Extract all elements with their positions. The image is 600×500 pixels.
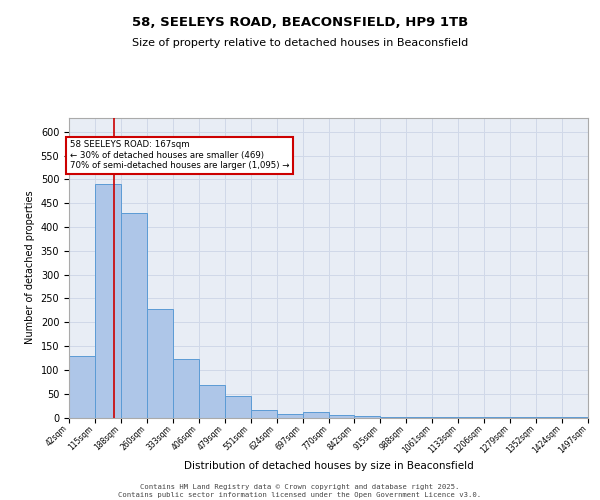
Bar	[199, 385, 225, 418]
Bar	[173, 359, 199, 418]
Bar	[302, 412, 329, 418]
Bar	[329, 415, 355, 418]
Bar	[355, 416, 380, 418]
Bar	[147, 309, 173, 418]
Bar	[251, 410, 277, 418]
X-axis label: Distribution of detached houses by size in Beaconsfield: Distribution of detached houses by size …	[184, 461, 473, 471]
Bar	[69, 356, 95, 418]
Text: 58, SEELEYS ROAD, BEACONSFIELD, HP9 1TB: 58, SEELEYS ROAD, BEACONSFIELD, HP9 1TB	[132, 16, 468, 29]
Text: Contains HM Land Registry data © Crown copyright and database right 2025.
Contai: Contains HM Land Registry data © Crown c…	[118, 484, 482, 498]
Bar	[380, 416, 406, 418]
Bar	[277, 414, 302, 418]
Bar	[95, 184, 121, 418]
Bar	[121, 212, 147, 418]
Text: 58 SEELEYS ROAD: 167sqm
← 30% of detached houses are smaller (469)
70% of semi-d: 58 SEELEYS ROAD: 167sqm ← 30% of detache…	[70, 140, 289, 170]
Text: Size of property relative to detached houses in Beaconsfield: Size of property relative to detached ho…	[132, 38, 468, 48]
Y-axis label: Number of detached properties: Number of detached properties	[25, 190, 35, 344]
Bar	[225, 396, 251, 417]
